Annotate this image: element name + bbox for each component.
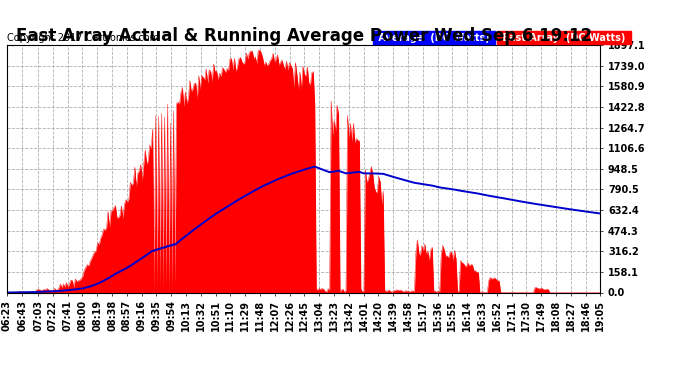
Title: East Array Actual & Running Average Power Wed Sep 6 19:12: East Array Actual & Running Average Powe…	[16, 27, 591, 45]
Text: Copyright 2017 Cartronics.com: Copyright 2017 Cartronics.com	[7, 33, 159, 42]
Text: Average  (DC Watts): Average (DC Watts)	[375, 33, 493, 42]
Text: East Array  (DC Watts): East Array (DC Watts)	[500, 33, 629, 42]
